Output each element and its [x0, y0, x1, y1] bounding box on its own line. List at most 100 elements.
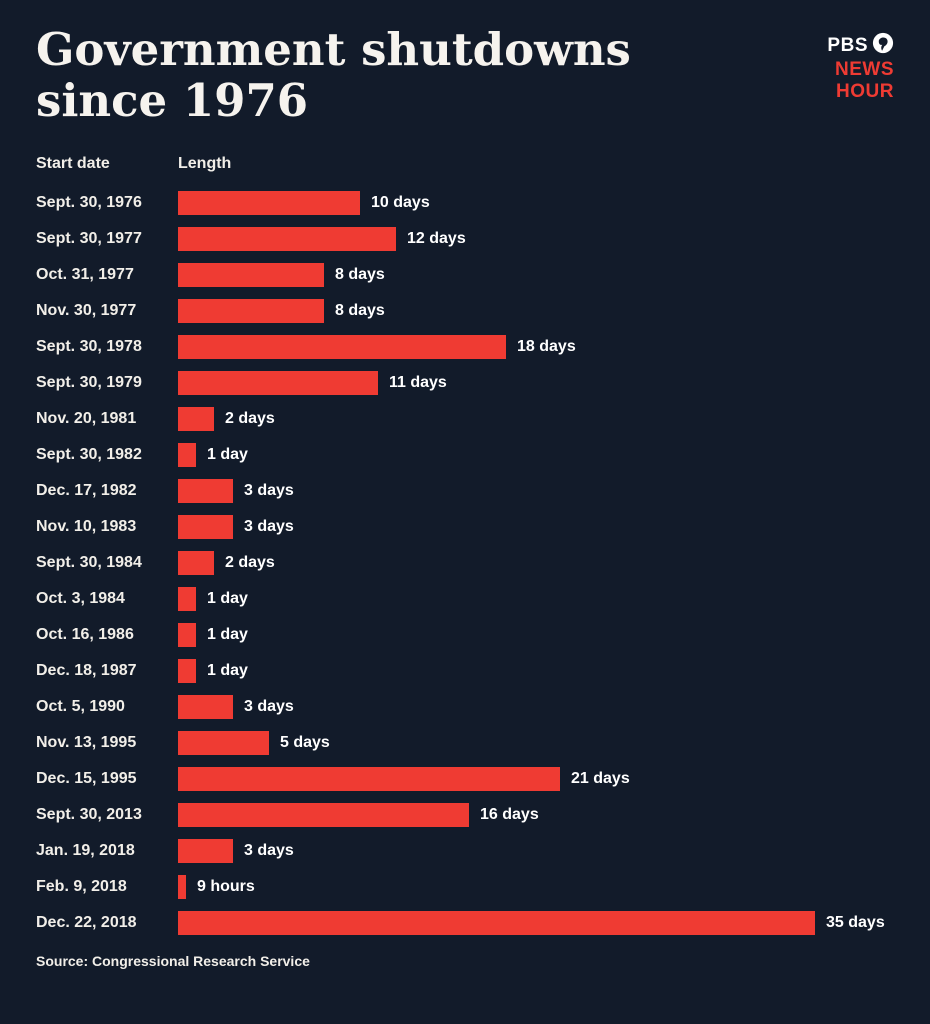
date-label: Dec. 15, 1995	[36, 769, 137, 787]
column-header-start-date: Start date	[36, 154, 110, 172]
value-label: 3 days	[244, 481, 294, 499]
bar-area: 5 days	[178, 730, 894, 755]
logo-row-pbs: PBS	[827, 32, 894, 59]
chart-rows: Sept. 30, 1976 10 days Sept. 30, 1977 12 da…	[36, 185, 894, 941]
value-label: 2 days	[225, 409, 275, 427]
value-label: 1 day	[207, 661, 248, 679]
bar	[178, 298, 324, 323]
bar-area: 1 day	[178, 586, 894, 611]
chart-row: Sept. 30, 1982 1 day	[36, 437, 894, 473]
value-label: 18 days	[517, 337, 576, 355]
page-title: Government shutdowns since 1976	[36, 24, 631, 127]
bar	[178, 766, 560, 791]
date-label: Nov. 30, 1977	[36, 301, 137, 319]
title-line-2: since 1976	[36, 74, 309, 128]
chart-row: Dec. 18, 1987 1 day	[36, 653, 894, 689]
bar	[178, 334, 506, 359]
date-label: Nov. 10, 1983	[36, 517, 137, 535]
logo-hour-text: HOUR	[836, 80, 894, 102]
chart-row: Oct. 5, 1990 3 days	[36, 689, 894, 725]
date-label: Sept. 30, 1976	[36, 193, 142, 211]
date-label: Oct. 3, 1984	[36, 589, 125, 607]
bar-area: 3 days	[178, 694, 894, 719]
bar	[178, 478, 233, 503]
bar-area: 1 day	[178, 442, 894, 467]
bar	[178, 658, 196, 683]
chart-row: Nov. 30, 1977 8 days	[36, 293, 894, 329]
date-label: Nov. 20, 1981	[36, 409, 137, 427]
bar	[178, 370, 378, 395]
chart-row: Sept. 30, 1978 18 days	[36, 329, 894, 365]
chart-row: Sept. 30, 2013 16 days	[36, 797, 894, 833]
chart-row: Nov. 20, 1981 2 days	[36, 401, 894, 437]
chart-row: Sept. 30, 1976 10 days	[36, 185, 894, 221]
date-label: Sept. 30, 1984	[36, 553, 142, 571]
pbs-face-icon	[872, 32, 894, 59]
bar	[178, 586, 196, 611]
bar	[178, 694, 233, 719]
title-line-1: Government shutdowns	[36, 23, 631, 76]
date-label: Sept. 30, 1979	[36, 373, 142, 391]
chart-row: Dec. 15, 1995 21 days	[36, 761, 894, 797]
value-label: 21 days	[571, 769, 630, 787]
chart-row: Dec. 22, 2018 35 days	[36, 905, 894, 941]
bar-area: 3 days	[178, 478, 894, 503]
date-label: Dec. 18, 1987	[36, 661, 137, 679]
value-label: 3 days	[244, 841, 294, 859]
bar-area: 1 day	[178, 658, 894, 683]
date-label: Dec. 22, 2018	[36, 913, 137, 931]
chart-row: Nov. 13, 1995 5 days	[36, 725, 894, 761]
value-label: 16 days	[480, 805, 539, 823]
value-label: 12 days	[407, 229, 466, 247]
value-label: 1 day	[207, 625, 248, 643]
date-label: Sept. 30, 2013	[36, 805, 142, 823]
date-label: Dec. 17, 1982	[36, 481, 137, 499]
value-label: 35 days	[826, 913, 885, 931]
logo-pbs-text: PBS	[827, 35, 868, 56]
bar	[178, 874, 186, 899]
bar-area: 2 days	[178, 550, 894, 575]
bar-area: 3 days	[178, 514, 894, 539]
bar	[178, 910, 815, 935]
chart-row: Oct. 3, 1984 1 day	[36, 581, 894, 617]
bar	[178, 226, 396, 251]
date-label: Nov. 13, 1995	[36, 733, 137, 751]
bar	[178, 802, 469, 827]
bar	[178, 550, 214, 575]
chart-row: Jan. 19, 2018 3 days	[36, 833, 894, 869]
chart-row: Nov. 10, 1983 3 days	[36, 509, 894, 545]
value-label: 5 days	[280, 733, 330, 751]
bar-area: 1 day	[178, 622, 894, 647]
date-label: Oct. 16, 1986	[36, 625, 134, 643]
bar	[178, 406, 214, 431]
bar	[178, 442, 196, 467]
date-label: Feb. 9, 2018	[36, 877, 127, 895]
bar-area: 9 hours	[178, 874, 894, 899]
bar	[178, 838, 233, 863]
value-label: 1 day	[207, 445, 248, 463]
date-label: Jan. 19, 2018	[36, 841, 135, 859]
date-label: Sept. 30, 1982	[36, 445, 142, 463]
bar	[178, 514, 233, 539]
value-label: 11 days	[389, 373, 447, 391]
bar-area: 21 days	[178, 766, 894, 791]
value-label: 10 days	[371, 193, 430, 211]
value-label: 8 days	[335, 301, 385, 319]
bar-area: 35 days	[178, 910, 894, 935]
chart-row: Feb. 9, 2018 9 hours	[36, 869, 894, 905]
bar-area: 2 days	[178, 406, 894, 431]
date-label: Sept. 30, 1978	[36, 337, 142, 355]
value-label: 2 days	[225, 553, 275, 571]
source-attribution: Source: Congressional Research Service	[36, 952, 310, 969]
date-label: Sept. 30, 1977	[36, 229, 142, 247]
column-header-length: Length	[178, 154, 232, 172]
header: Government shutdowns since 1976 PBS NEWS…	[0, 0, 930, 127]
bar	[178, 622, 196, 647]
bar-area: 18 days	[178, 334, 894, 359]
bar	[178, 190, 360, 215]
bar-area: 8 days	[178, 298, 894, 323]
bar-area: 16 days	[178, 802, 894, 827]
chart-row: Dec. 17, 1982 3 days	[36, 473, 894, 509]
bar-chart: Start date Length Sept. 30, 1976 10 days S…	[0, 155, 930, 941]
